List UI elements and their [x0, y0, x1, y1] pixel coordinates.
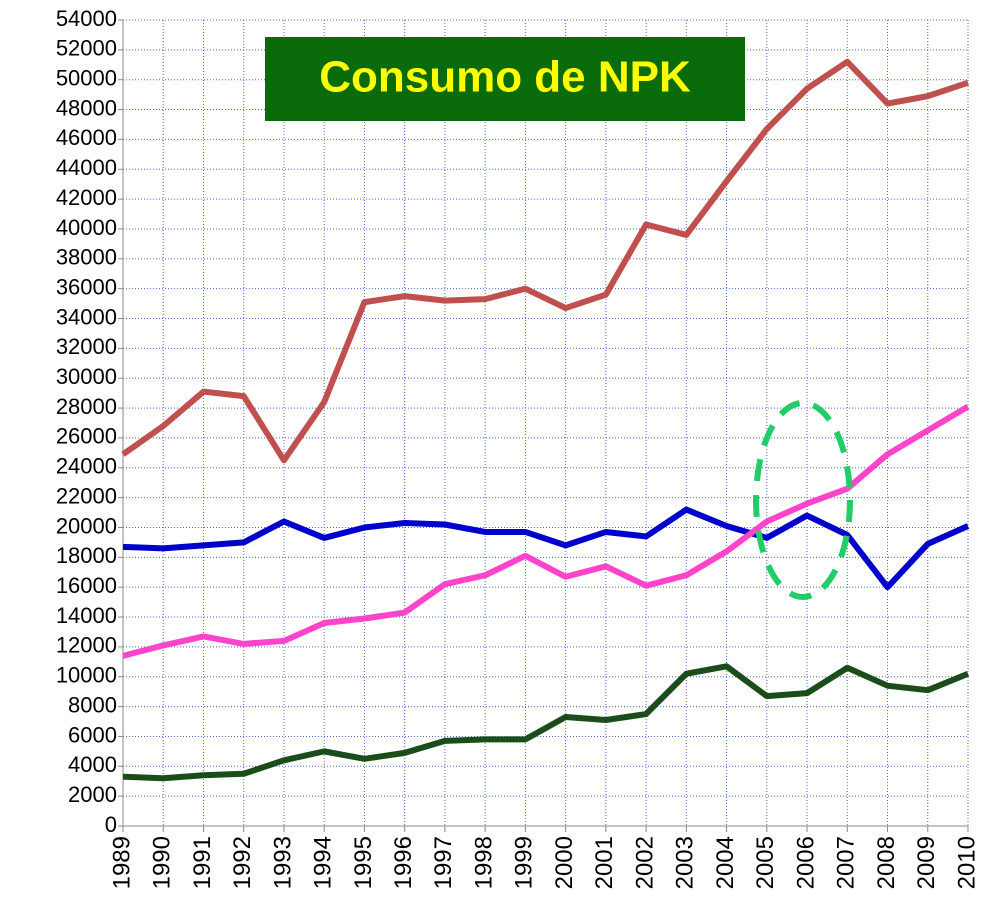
y-tick-label: 32000: [56, 334, 117, 359]
x-tick-label: 2010: [953, 836, 980, 889]
x-tick-label: 1998: [470, 836, 497, 889]
y-tick-label: 4000: [68, 752, 117, 777]
y-tick-label: 24000: [56, 454, 117, 479]
x-tick-label: 2008: [873, 836, 900, 889]
x-tick-label: 1993: [269, 836, 296, 889]
x-tick-label: 1991: [189, 836, 216, 889]
x-tick-label: 1995: [350, 836, 377, 889]
y-tick-label: 2000: [68, 782, 117, 807]
grid: [118, 19, 969, 832]
y-tick-label: 26000: [56, 424, 117, 449]
x-tick-label: 2003: [672, 836, 699, 889]
x-tick-label: 1997: [430, 836, 457, 889]
y-tick-label: 34000: [56, 304, 117, 329]
y-tick-label: 12000: [56, 633, 117, 658]
series-line: [121, 58, 969, 464]
y-tick-label: 10000: [56, 663, 117, 688]
series-line: [122, 506, 970, 591]
y-tick-label: 14000: [56, 603, 117, 628]
x-tick-label: 2006: [792, 836, 819, 889]
x-tick-label: 1994: [310, 836, 337, 889]
y-tick-label: 42000: [56, 185, 117, 210]
y-tick-label: 52000: [56, 36, 117, 61]
y-tick-label: 50000: [56, 66, 117, 91]
y-tick-label: 38000: [56, 245, 117, 270]
series-line: [122, 404, 970, 659]
y-tick-label: 30000: [56, 364, 117, 389]
y-tick-label: 48000: [56, 95, 117, 120]
y-tick-label: 18000: [56, 543, 117, 568]
x-tick-label: 1989: [108, 836, 135, 889]
y-tick-label: 22000: [56, 483, 117, 508]
y-tick-label: 54000: [56, 6, 117, 31]
x-tick-label: 2002: [631, 836, 658, 889]
title-box: [265, 37, 745, 121]
x-tick-label: 1999: [511, 836, 538, 889]
series-line: [122, 663, 970, 782]
x-tick-label: 2004: [712, 836, 739, 889]
y-tick-label: 6000: [68, 722, 117, 747]
y-tick-label: 46000: [56, 125, 117, 150]
x-tick-label: 2007: [833, 836, 860, 889]
y-tick-label: 8000: [68, 692, 117, 717]
x-tick-label: 1992: [229, 836, 256, 889]
x-tick-label: 2005: [752, 836, 779, 889]
lines: [121, 58, 970, 782]
y-tick-label: 28000: [56, 394, 117, 419]
x-tick-label: 2000: [551, 836, 578, 889]
x-tick-label: 1996: [390, 836, 417, 889]
x-tick-label: 1990: [149, 836, 176, 889]
y-tick-label: 20000: [56, 513, 117, 538]
y-tick-label: 16000: [56, 573, 117, 598]
y-tick-label: 36000: [56, 274, 117, 299]
y-tick-label: 44000: [56, 155, 117, 180]
x-tick-label: 2009: [913, 836, 940, 889]
y-tick-label: 40000: [56, 215, 117, 240]
y-tick-label: 0: [105, 812, 117, 837]
chart-title: Consumo de NPK: [319, 53, 691, 102]
highlight-ellipse: [753, 400, 853, 600]
x-tick-label: 2001: [591, 836, 618, 889]
